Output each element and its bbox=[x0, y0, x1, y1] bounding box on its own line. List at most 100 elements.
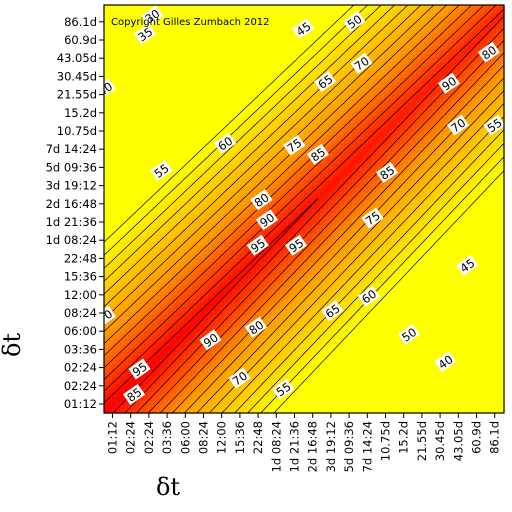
heatmap-cell bbox=[176, 184, 181, 190]
heatmap-cell bbox=[208, 66, 213, 71]
heatmap-cell bbox=[184, 155, 189, 161]
heatmap-cell bbox=[288, 41, 293, 47]
heatmap-cell bbox=[236, 396, 241, 402]
heatmap-cell bbox=[168, 45, 173, 51]
heatmap-cell bbox=[192, 9, 197, 14]
heatmap-cell bbox=[196, 78, 201, 84]
heatmap-cell bbox=[176, 364, 181, 369]
heatmap-cell bbox=[108, 351, 113, 357]
heatmap-cell bbox=[128, 209, 133, 214]
heatmap-cell bbox=[112, 94, 117, 100]
heatmap-cell bbox=[176, 111, 181, 116]
heatmap-cell bbox=[144, 335, 149, 341]
heatmap-cell bbox=[176, 180, 181, 186]
heatmap-cell bbox=[280, 372, 285, 377]
heatmap-cell bbox=[188, 151, 193, 157]
heatmap-cell bbox=[160, 102, 165, 108]
heatmap-cell bbox=[280, 25, 285, 31]
heatmap-cell bbox=[292, 359, 297, 365]
heatmap-cell bbox=[192, 306, 197, 312]
heatmap-cell bbox=[112, 5, 117, 10]
heatmap-cell bbox=[192, 17, 197, 22]
heatmap-cell bbox=[296, 306, 301, 312]
heatmap-cell bbox=[168, 400, 173, 406]
heatmap-cell bbox=[208, 209, 213, 214]
heatmap-cell bbox=[136, 123, 141, 128]
heatmap-cell bbox=[172, 25, 177, 31]
heatmap-cell bbox=[108, 257, 113, 263]
heatmap-cell bbox=[284, 311, 289, 316]
heatmap-cell bbox=[180, 17, 185, 22]
heatmap-cell bbox=[192, 13, 197, 18]
heatmap-cell bbox=[188, 380, 193, 386]
heatmap-cell bbox=[204, 90, 209, 96]
heatmap-cell bbox=[208, 319, 213, 324]
heatmap-cell bbox=[148, 188, 153, 194]
heatmap-cell bbox=[120, 164, 125, 169]
heatmap-cell bbox=[276, 151, 281, 157]
heatmap-cell bbox=[104, 278, 109, 284]
heatmap-cell bbox=[192, 25, 197, 31]
heatmap-cell bbox=[220, 78, 225, 84]
heatmap-cell bbox=[196, 184, 201, 190]
heatmap-cell bbox=[160, 343, 165, 349]
heatmap-cell bbox=[164, 229, 169, 235]
heatmap-cell bbox=[200, 192, 205, 198]
heatmap-cell bbox=[236, 29, 241, 35]
heatmap-cell bbox=[284, 180, 289, 186]
heatmap-cell bbox=[180, 13, 185, 18]
heatmap-cell bbox=[156, 160, 161, 165]
heatmap-cell bbox=[132, 94, 137, 100]
heatmap-cell bbox=[120, 392, 125, 398]
heatmap-cell bbox=[220, 94, 225, 100]
heatmap-cell bbox=[180, 351, 185, 357]
heatmap-cell bbox=[300, 17, 305, 22]
heatmap-cell bbox=[116, 400, 121, 406]
heatmap-cell bbox=[292, 49, 297, 55]
heatmap-cell bbox=[172, 294, 177, 300]
heatmap-cell bbox=[108, 392, 113, 398]
heatmap-cell bbox=[172, 9, 177, 14]
heatmap-cell bbox=[108, 45, 113, 51]
heatmap-cell bbox=[256, 298, 261, 304]
heatmap-cell bbox=[160, 86, 165, 92]
heatmap-cell bbox=[284, 151, 289, 157]
heatmap-cell bbox=[300, 249, 305, 255]
heatmap-cell bbox=[224, 70, 229, 75]
heatmap-cell bbox=[276, 319, 281, 324]
heatmap-cell bbox=[220, 90, 225, 96]
heatmap-cell bbox=[116, 82, 121, 88]
heatmap-cell bbox=[216, 180, 221, 186]
heatmap-cell bbox=[212, 245, 217, 251]
heatmap-cell bbox=[216, 376, 221, 381]
heatmap-cell bbox=[280, 41, 285, 47]
heatmap-cell bbox=[296, 319, 301, 324]
heatmap-cell bbox=[136, 315, 141, 320]
heatmap-cell bbox=[252, 388, 257, 394]
heatmap-cell bbox=[288, 53, 293, 59]
heatmap-cell bbox=[208, 355, 213, 361]
heatmap-cell bbox=[212, 33, 217, 39]
heatmap-cell bbox=[160, 315, 165, 320]
heatmap-cell bbox=[208, 53, 213, 59]
heatmap-cell bbox=[272, 384, 277, 390]
heatmap-cell bbox=[232, 209, 237, 214]
heatmap-cell bbox=[224, 229, 229, 235]
heatmap-cell bbox=[176, 139, 181, 145]
heatmap-cell bbox=[116, 274, 121, 279]
heatmap-cell bbox=[300, 180, 305, 186]
heatmap-cell bbox=[128, 107, 133, 112]
heatmap-cell bbox=[192, 70, 197, 75]
heatmap-cell bbox=[248, 400, 253, 406]
heatmap-cell bbox=[156, 94, 161, 100]
heatmap-cell bbox=[124, 209, 129, 214]
heatmap-cell bbox=[288, 94, 293, 100]
heatmap-cell bbox=[288, 180, 293, 186]
heatmap-cell bbox=[208, 376, 213, 381]
heatmap-cell bbox=[104, 53, 109, 59]
heatmap-cell bbox=[188, 372, 193, 377]
heatmap-cell bbox=[296, 53, 301, 59]
heatmap-cell bbox=[228, 180, 233, 186]
heatmap-cell bbox=[104, 302, 109, 308]
heatmap-cell bbox=[184, 188, 189, 194]
